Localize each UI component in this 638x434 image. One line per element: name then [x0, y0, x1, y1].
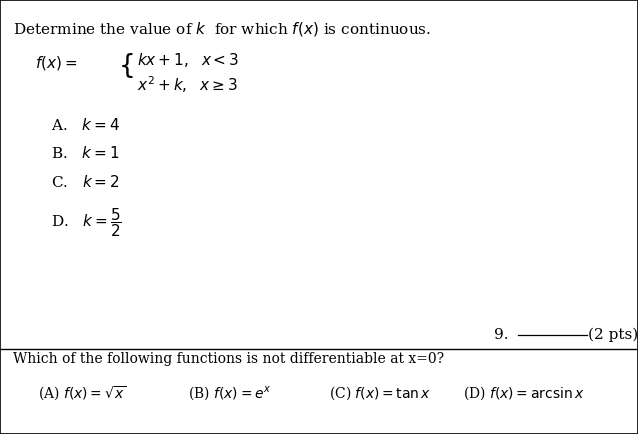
Text: 9.: 9. [494, 328, 509, 342]
Text: C.   $k = 2$: C. $k = 2$ [51, 174, 120, 190]
Text: D.   $k = \dfrac{5}{2}$: D. $k = \dfrac{5}{2}$ [51, 206, 122, 239]
Text: $x^2 + k,\ \ x \geq 3$: $x^2 + k,\ \ x \geq 3$ [137, 75, 238, 95]
Text: Determine the value of $k$  for which $f(x)$ is continuous.: Determine the value of $k$ for which $f(… [13, 20, 431, 37]
Text: (D) $f(x) = \arcsin x$: (D) $f(x) = \arcsin x$ [463, 384, 584, 402]
Text: Which of the following functions is not differentiable at x=0?: Which of the following functions is not … [13, 352, 444, 366]
Text: $f(x) =$: $f(x) =$ [35, 54, 77, 72]
Text: (C) $f(x) = \tan x$: (C) $f(x) = \tan x$ [329, 384, 431, 402]
Text: B.   $k = 1$: B. $k = 1$ [51, 145, 119, 161]
Text: (B) $f(x) = e^{x}$: (B) $f(x) = e^{x}$ [188, 384, 272, 402]
Text: A.   $k = 4$: A. $k = 4$ [51, 117, 120, 133]
Text: (A) $f(x) = \sqrt{x}$: (A) $f(x) = \sqrt{x}$ [38, 384, 127, 403]
Text: $kx + 1,\ \ x < 3$: $kx + 1,\ \ x < 3$ [137, 51, 239, 69]
Text: $\{$: $\{$ [118, 51, 133, 80]
Text: (2 pts): (2 pts) [588, 328, 638, 342]
